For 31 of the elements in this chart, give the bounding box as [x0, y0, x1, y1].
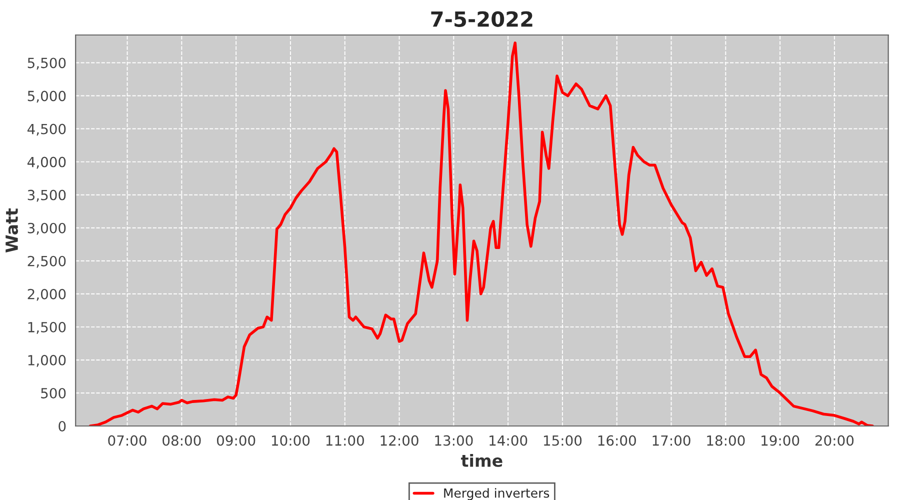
- x-axis-title: time: [460, 454, 502, 467]
- x-tick-label: 07:00: [108, 435, 146, 446]
- line-series: [88, 42, 874, 426]
- chart-title: 7-5-2022: [431, 11, 532, 27]
- legend-label: Merged inverters: [444, 488, 550, 500]
- y-tick-label: 3,000: [28, 222, 66, 235]
- y-tick-label: 0: [58, 420, 66, 432]
- x-tick-label: 13:00: [435, 435, 473, 446]
- x-tick-label: 09:00: [216, 435, 256, 446]
- y-tick-label: 3,500: [28, 190, 66, 202]
- x-tick-label: 14:00: [490, 435, 528, 446]
- y-tick-label: 5,000: [28, 90, 66, 103]
- x-tick-label: 12:00: [380, 435, 418, 446]
- x-tick-label: 10:00: [272, 435, 310, 446]
- x-tick-label: 16:00: [598, 435, 636, 446]
- y-tick-label: 1,000: [28, 354, 66, 367]
- y-tick-label: 1,500: [28, 322, 66, 334]
- y-tick-label: 4,000: [27, 156, 66, 169]
- y-tick-label: 2,000: [28, 288, 66, 301]
- y-tick-label: 2,500: [28, 256, 66, 268]
- x-tick-label: 19:00: [762, 435, 800, 446]
- y-tick-label: 4,500: [27, 124, 66, 136]
- x-tick-label: 17:00: [652, 435, 690, 446]
- x-tick-label: 15:00: [544, 435, 582, 446]
- y-tick-label: 5,500: [28, 58, 66, 70]
- x-tick-label: 20:00: [815, 435, 854, 446]
- x-tick-label: 11:00: [326, 435, 364, 446]
- x-tick-label: 18:00: [707, 435, 745, 446]
- x-tick-label: 08:00: [162, 435, 201, 446]
- y-axis-title: Watt: [6, 208, 18, 252]
- y-tick-label: 500: [41, 388, 66, 398]
